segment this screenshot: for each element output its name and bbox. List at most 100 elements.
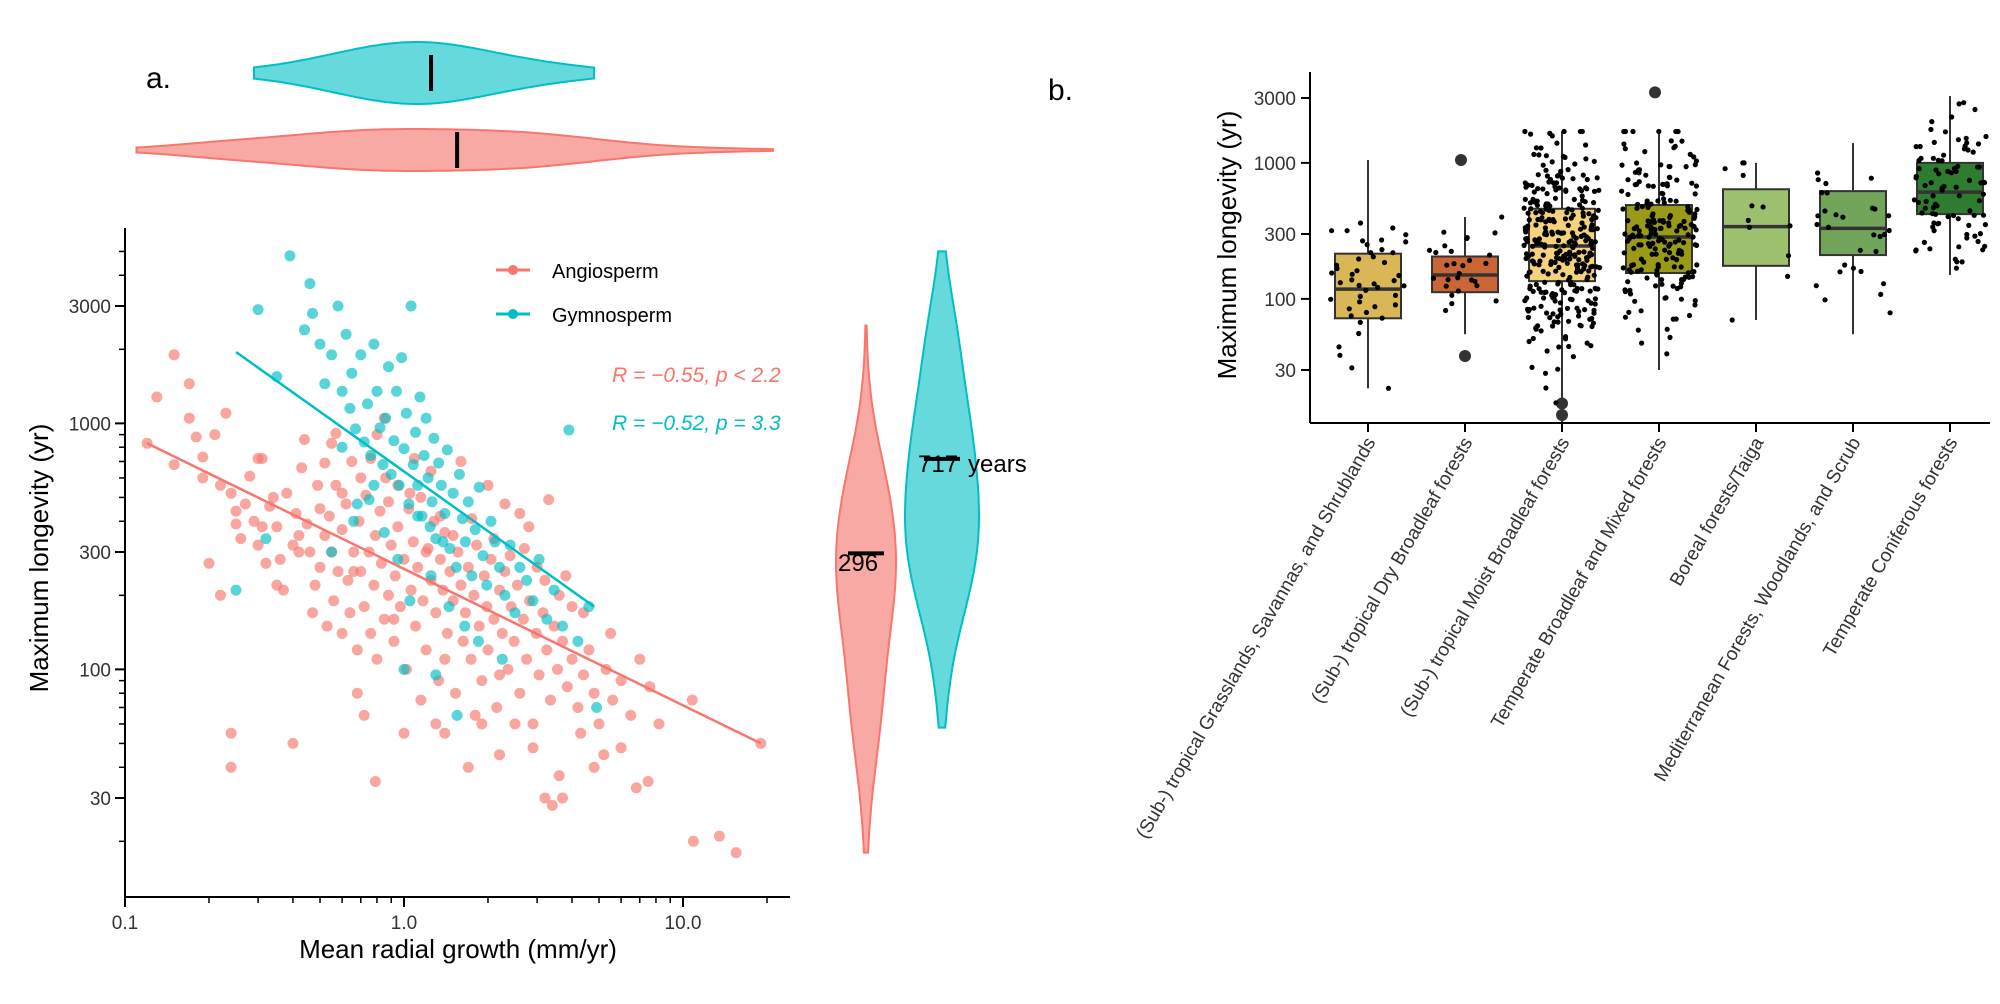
- box-jitter-point: [1932, 201, 1938, 207]
- box-jitter-point: [1641, 259, 1647, 265]
- point-angiosperm: [730, 847, 742, 859]
- box-jitter-point: [1572, 161, 1578, 167]
- x-axis-title: Mean radial growth (mm/yr): [299, 934, 617, 964]
- box-jitter-point: [1526, 338, 1532, 345]
- box-jitter-point: [1688, 222, 1694, 228]
- box-jitter-point: [1540, 186, 1546, 192]
- box-jitter-point: [1625, 238, 1631, 244]
- box-jitter-point: [1663, 181, 1669, 187]
- x-tick-label: 0.1: [112, 913, 138, 934]
- box-jitter-point: [1694, 206, 1700, 213]
- box-jitter-point: [1553, 400, 1559, 406]
- regression-line-gymnosperm: [235, 351, 595, 608]
- box-jitter-point: [1552, 195, 1558, 201]
- box-jitter-point: [1966, 177, 1973, 183]
- box-jitter-point: [1390, 250, 1396, 256]
- box-jitter-point: [1356, 256, 1362, 262]
- point-angiosperm: [244, 470, 256, 482]
- point-gymnosperm: [363, 494, 375, 506]
- point-gymnosperm: [307, 307, 318, 319]
- box-jitter-point: [1363, 287, 1369, 293]
- box-jitter-point: [1543, 385, 1549, 391]
- box-jitter-point: [1975, 164, 1981, 170]
- box-jitter-point: [1682, 274, 1688, 280]
- box-jitter-point: [1523, 229, 1529, 235]
- box-jitter-point: [1460, 263, 1466, 269]
- box-jitter-point: [1492, 230, 1498, 236]
- point-angiosperm: [462, 561, 474, 573]
- box-jitter-point: [1584, 276, 1590, 283]
- box-jitter-point: [1582, 307, 1588, 313]
- box-jitter-point: [1357, 319, 1363, 325]
- box-jitter-point: [1679, 138, 1685, 144]
- box-jitter-point: [1550, 311, 1556, 317]
- point-angiosperm: [630, 782, 642, 794]
- point-angiosperm: [392, 521, 404, 533]
- box-jitter-point: [1644, 275, 1650, 281]
- point-angiosperm: [488, 613, 500, 625]
- box-jitter-point: [1561, 128, 1567, 135]
- box-jitter-point: [1692, 191, 1698, 197]
- box-jitter-point: [1574, 285, 1580, 292]
- point-gymnosperm: [326, 349, 338, 361]
- box-jitter-point: [1650, 183, 1656, 189]
- boxplot-category-label: Boreal forests/Taiga: [1666, 434, 1768, 590]
- box-jitter-point: [1536, 262, 1542, 268]
- box-jitter-point: [1544, 173, 1550, 179]
- box-jitter-point: [1540, 252, 1546, 258]
- box-jitter-point: [1589, 315, 1595, 322]
- box-jitter-point: [1596, 187, 1602, 193]
- box-jitter-point: [1620, 265, 1626, 271]
- point-angiosperm: [450, 687, 461, 699]
- box-jitter-point: [1590, 245, 1596, 251]
- box-jitter-point: [1368, 250, 1374, 256]
- box-jitter-point: [1562, 334, 1569, 340]
- box-jitter-point: [1636, 179, 1642, 185]
- point-angiosperm: [252, 539, 264, 551]
- boxplot-category-label: Mediterranean Forests, Woodlands, and Sc…: [1650, 434, 1865, 785]
- box-jitter-point: [1561, 243, 1567, 249]
- point-angiosperm: [625, 709, 637, 721]
- box-jitter-point: [1392, 292, 1399, 298]
- box-jitter-point: [1785, 273, 1791, 279]
- box-jitter-point: [1674, 285, 1680, 292]
- point-angiosperm: [168, 349, 180, 361]
- point-angiosperm: [307, 607, 318, 619]
- point-gymnosperm: [391, 385, 402, 397]
- box-jitter-point: [1634, 268, 1640, 274]
- box-jitter-point: [1664, 326, 1670, 332]
- point-angiosperm: [215, 479, 226, 491]
- point-angiosperm: [615, 675, 627, 687]
- box-jitter-point: [1956, 193, 1962, 199]
- box-jitter-point: [1671, 264, 1677, 270]
- box-jitter-point: [1527, 200, 1533, 206]
- box-jitter-point: [1550, 323, 1556, 329]
- point-angiosperm: [465, 653, 477, 665]
- box-jitter-point: [1349, 271, 1355, 277]
- box-jitter-point: [1966, 222, 1972, 228]
- box-jitter-point: [1887, 310, 1893, 316]
- box-jitter-point: [1581, 249, 1587, 255]
- box-jitter-point: [1692, 162, 1698, 168]
- point-gymnosperm: [441, 444, 453, 456]
- box-jitter-point: [1592, 296, 1598, 302]
- box-jitter-point: [1653, 251, 1659, 257]
- box-jitter-point: [1636, 242, 1642, 248]
- point-angiosperm: [151, 391, 163, 403]
- box-jitter-point: [1647, 243, 1653, 249]
- box-jitter-point: [1645, 183, 1651, 189]
- box-jitter-point: [1930, 193, 1936, 199]
- point-gymnosperm: [444, 543, 456, 554]
- box-shapes: [1334, 86, 1984, 425]
- box-jitter-point: [1595, 207, 1601, 213]
- box-jitter-point: [1577, 202, 1583, 208]
- box-jitter-point: [1657, 225, 1663, 231]
- box-jitter-point: [1360, 238, 1366, 244]
- violin-gymnosperm-median-suffix: years: [968, 451, 1027, 478]
- point-angiosperm: [394, 601, 406, 613]
- point-angiosperm: [553, 770, 565, 782]
- box-jitter-point: [1972, 106, 1978, 113]
- point-angiosperm: [287, 737, 299, 749]
- box-jitter-point: [1873, 248, 1879, 254]
- point-angiosperm: [539, 574, 551, 586]
